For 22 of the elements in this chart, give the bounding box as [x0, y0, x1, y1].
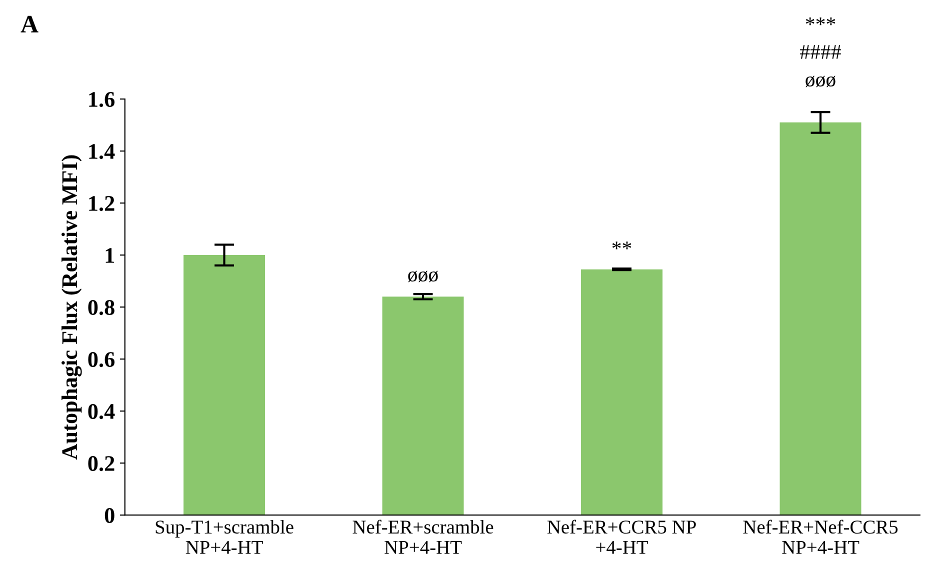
y-tick-label: 1.6: [89, 92, 115, 108]
bar: [581, 269, 663, 516]
y-tick-label: 0: [104, 508, 114, 524]
bar: [382, 296, 464, 516]
y-tick-label: 0.8: [88, 300, 114, 316]
y-axis-title: Autophagic Flux (Relative MFI): [62, 155, 82, 460]
y-tick-label: 0.6: [88, 352, 115, 368]
bar: [184, 255, 266, 516]
y-tick-label: 1: [106, 248, 114, 263]
text: *** #### øøø: [800, 18, 841, 88]
x-tick-label: Nef-ER+scramble NP+4-HT: [352, 520, 494, 554]
y-tick-label: 1.2: [89, 196, 114, 212]
text: A: [20, 16, 38, 32]
annotation: **: [612, 242, 632, 250]
annotation: øøø: [408, 270, 438, 282]
y-tick-label: 0.4: [88, 404, 115, 420]
x-tick-label: Nef-ER+CCR5 NP +4-HT: [547, 520, 696, 554]
bar: [780, 122, 862, 516]
x-tick-label: Sup-T1+scramble NP+4-HT: [156, 520, 294, 554]
y-tick-label: 0.2: [88, 456, 114, 472]
x-tick-label: Nef-ER+Nef-CCR5 NP+4-HT: [743, 520, 898, 554]
y-tick-label: 1.4: [89, 144, 115, 160]
